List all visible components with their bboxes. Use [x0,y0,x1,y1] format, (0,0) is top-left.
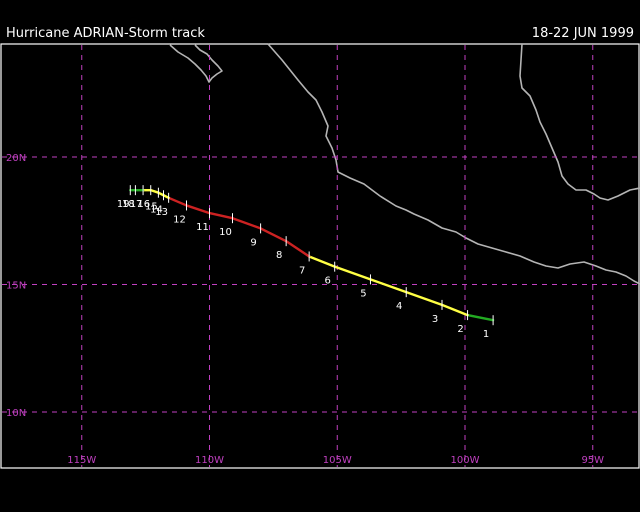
lon-label: 110W [195,455,224,466]
track-point: 7 [299,251,310,276]
track-segment [307,255,336,268]
track-segment [185,204,211,215]
track-point: 12 [173,200,188,225]
coastline-baja-tip [169,44,223,83]
track-point: 11 [196,208,210,233]
track-point-label: 6 [325,276,331,287]
track-segment [369,278,408,294]
lat-label: 10N [6,408,26,419]
track-point: 19 [117,185,131,210]
track-segment [231,216,262,230]
track-point: 13 [155,192,170,218]
track-point: 8 [276,236,287,261]
track-point-label: 13 [155,207,168,218]
track-segment [167,196,188,207]
track-segment [208,211,234,220]
track-point: 16 [137,185,152,210]
track-point: 5 [360,274,371,299]
coastline-gulf [519,43,640,201]
track-segment [333,265,372,281]
lat-label: 20N [6,153,26,164]
track-point: 6 [325,261,336,287]
lon-label: 100W [451,455,480,466]
date-range: 18-22 JUN 1999 [531,26,634,41]
track-segment [259,227,288,243]
track-point-label: 8 [276,250,282,261]
track-point-label: 9 [250,237,256,248]
track-point-label: 15 [145,202,158,213]
lat-label: 15N [6,281,26,292]
track-point: 17 [130,185,144,210]
track-point: 15 [145,187,159,213]
track-point: 10 [219,213,233,238]
coastline-mainland [267,43,640,285]
track-point: 9 [250,223,262,248]
track-point: 14 [150,190,165,215]
track-point-label: 19 [117,199,130,210]
track-point-label: 4 [396,301,402,312]
lon-label: 115W [67,455,96,466]
track-point-label: 17 [130,199,143,210]
track-point-label: 1 [483,329,489,340]
track-point-label: 12 [173,214,186,225]
track-segment [440,303,469,317]
track-point-label: 7 [299,265,305,276]
track-point-label: 2 [457,324,463,335]
track-point: 18 [122,185,136,210]
coastline [169,43,640,285]
track-point-label: 5 [360,288,366,299]
map-frame [0,43,640,469]
track-segment [284,239,311,258]
track-point-label: 10 [219,227,232,238]
track-point: 3 [432,299,443,325]
lat-lon-grid: 115W 110W 105W 100W 95W 20N 15N 10N [2,45,638,467]
track-point: 2 [457,310,469,335]
map-title: Hurricane ADRIAN-Storm track [6,26,205,41]
track-segment [149,188,160,194]
track-point: 4 [396,287,407,312]
track-segment [466,313,495,322]
lon-label: 95W [581,455,604,466]
track-point-label: 14 [150,204,163,215]
track-point-label: 3 [432,314,438,325]
track-point: 1 [483,315,494,340]
lon-label: 105W [323,455,352,466]
track-point-label: 18 [122,199,135,210]
track-point-label: 11 [196,222,209,233]
track-segment [405,290,444,307]
track-point-label: 16 [137,199,150,210]
